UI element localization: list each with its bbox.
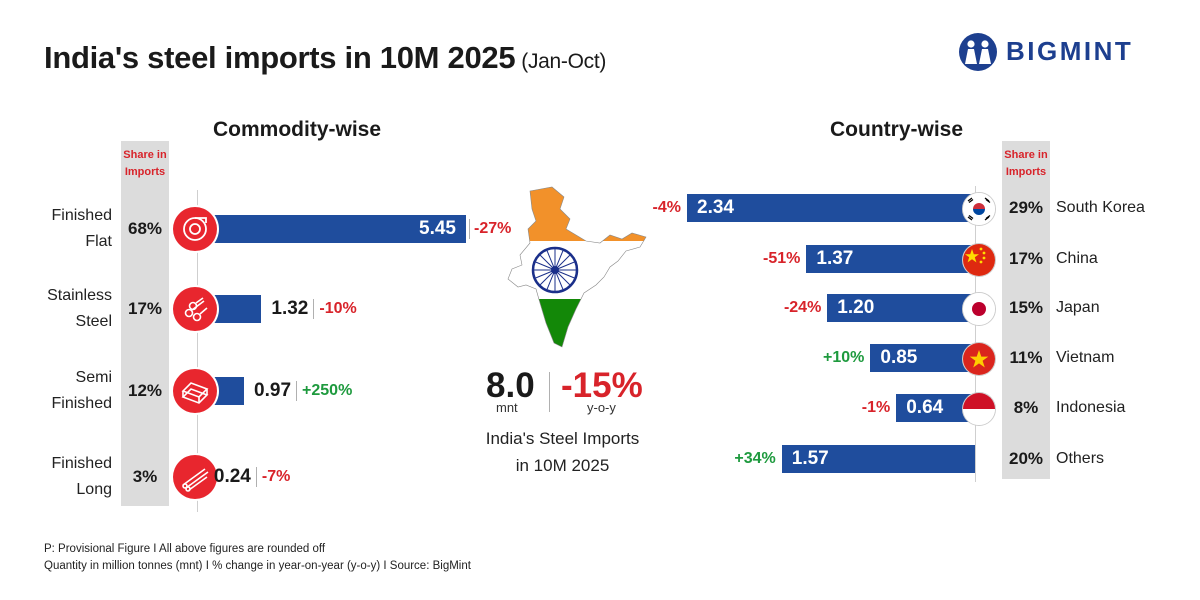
country-share: 17% [1008, 249, 1044, 268]
commodity-share: 17% [127, 299, 163, 318]
country-bar [806, 245, 975, 273]
commodity-share-column [121, 141, 169, 506]
footnote-line: P: Provisional Figure I All above figure… [44, 543, 326, 555]
country-section-title: Country-wise [830, 118, 964, 141]
commodity-value: 0.97 [254, 380, 292, 401]
value-separator [296, 381, 298, 401]
country-name: China [1056, 250, 1098, 267]
country-bar [687, 194, 975, 222]
total-unit: mnt [496, 400, 518, 415]
commodity-share: 3% [132, 467, 158, 486]
country-name: Vietnam [1056, 349, 1115, 366]
country-bar [781, 445, 975, 473]
country-name: Indonesia [1056, 399, 1126, 416]
commodity-change: +250% [302, 382, 353, 399]
south-korea-flag-icon [962, 192, 996, 226]
country-change: -4% [652, 199, 681, 216]
country-value: 2.34 [697, 197, 734, 218]
country-share: 8% [1013, 398, 1039, 417]
commodity-share-header: Share in Imports [121, 147, 169, 181]
commodity-value: 0.24 [213, 466, 251, 487]
share-header-line: Imports [1005, 166, 1047, 178]
japan-flag-icon [962, 292, 996, 326]
share-header-line: Share in [123, 149, 167, 161]
country-share-column [1002, 141, 1050, 479]
coil-icon [173, 207, 217, 251]
commodity-axis-line [197, 190, 198, 512]
logo-text: BIGMINT [1006, 36, 1134, 66]
center-separator [549, 372, 550, 412]
center-caption-line: India's Steel Imports [485, 429, 640, 448]
commodity-label: Stainless Steel [2, 283, 112, 335]
center-caption: India's Steel Imports in 10M 2025 [460, 425, 665, 479]
country-bar [870, 344, 975, 372]
commodity-label-line: Semi [75, 369, 112, 386]
commodity-label: Semi Finished [2, 365, 112, 417]
country-change: -24% [783, 299, 822, 316]
country-change: +34% [734, 450, 776, 467]
commodity-label: Finished Flat [2, 203, 112, 255]
country-bar [827, 294, 975, 322]
commodity-label-line: Long [76, 481, 112, 498]
bigmint-logo: BIGMINT [958, 30, 1158, 74]
country-value: 1.57 [791, 448, 829, 469]
country-value: 0.64 [906, 397, 944, 418]
country-axis-line [975, 186, 976, 482]
commodity-share: 68% [127, 219, 163, 238]
country-share-header: Share in Imports [1002, 147, 1050, 181]
country-bar [896, 394, 975, 422]
china-flag-icon [962, 243, 996, 277]
total-change-unit: y-o-y [587, 400, 616, 415]
value-separator [255, 467, 257, 487]
commodity-change: -7% [261, 468, 291, 485]
total-value: 8.0 [486, 366, 535, 405]
center-caption-line: in 10M 2025 [515, 456, 610, 475]
country-name: South Korea [1056, 199, 1145, 216]
total-change: -15% [561, 366, 643, 405]
footnotes: P: Provisional Figure I All above figure… [44, 541, 471, 575]
value-separator [469, 219, 470, 239]
commodity-label-line: Finished [51, 455, 112, 472]
commodity-section-title: Commodity-wise [213, 118, 382, 141]
country-change: -1% [861, 399, 891, 416]
commodity-value: 5.45 [419, 218, 456, 239]
commodity-share: 12% [127, 381, 163, 400]
country-change: -51% [763, 250, 801, 267]
commodity-label: Finished Long [2, 451, 112, 503]
share-header-line: Share in [1004, 149, 1048, 161]
commodity-label-line: Finished [51, 207, 112, 224]
country-share: 29% [1008, 198, 1044, 217]
commodity-change: -27% [474, 220, 512, 237]
commodity-label-line: Flat [85, 233, 112, 250]
country-name: Japan [1056, 299, 1100, 316]
india-map-icon [500, 185, 650, 355]
commodity-label-line: Stainless [47, 287, 112, 304]
indonesia-flag-icon [962, 392, 996, 426]
title-subtitle: (Jan-Oct) [521, 50, 607, 73]
country-share: 20% [1008, 449, 1044, 468]
commodity-label-line: Finished [51, 395, 112, 412]
share-header-line: Imports [124, 166, 166, 178]
vietnam-flag-icon [962, 342, 996, 376]
page-title: India's steel imports in 10M 2025 (Jan-Oc… [44, 40, 606, 76]
country-value: 0.85 [880, 347, 918, 368]
billets-icon [173, 369, 217, 413]
commodity-label-line: Steel [75, 313, 112, 330]
rods-icon [173, 455, 217, 499]
commodity-value: 1.32 [271, 298, 309, 319]
country-value: 1.37 [816, 248, 854, 269]
commodity-change: -10% [319, 300, 357, 317]
title-main: India's steel imports in 10M 2025 [44, 40, 516, 75]
commodity-bar [196, 215, 466, 243]
logo-mark-icon [959, 33, 997, 71]
country-value: 1.20 [837, 297, 875, 318]
footnote-line: Quantity in million tonnes (mnt) I % cha… [44, 560, 471, 572]
value-separator [313, 299, 315, 319]
pipes-icon [173, 287, 217, 331]
country-share: 11% [1009, 348, 1043, 367]
country-name: Others [1056, 450, 1105, 467]
country-change: +10% [823, 349, 865, 366]
country-share: 15% [1008, 298, 1044, 317]
